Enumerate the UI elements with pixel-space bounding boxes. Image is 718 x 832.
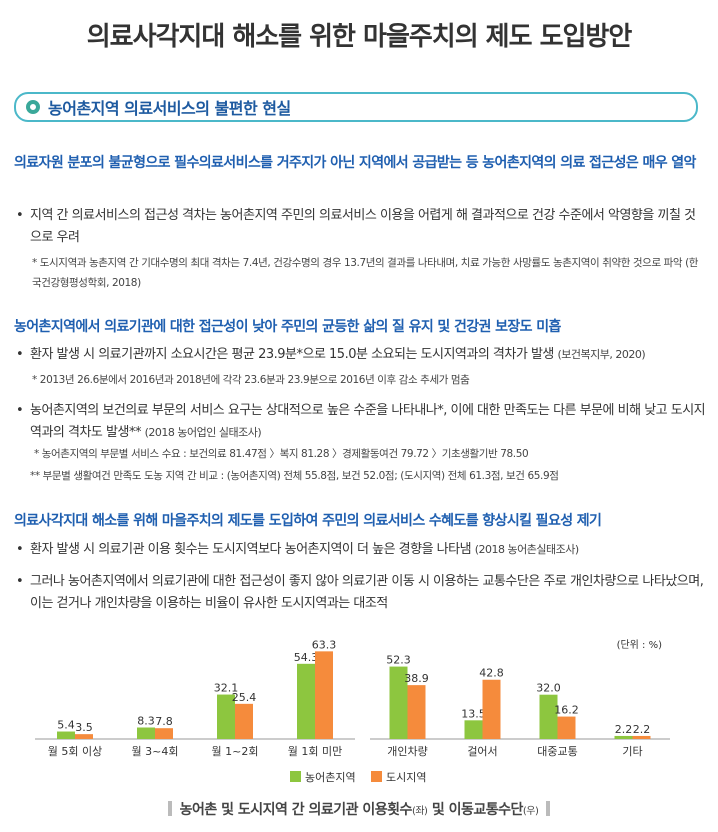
chart-transport-mode: 52.3 38.9 개인차량 13.5 42.8 걸어서 32.0 16.2 대중교통 2.2 2.…: [370, 654, 670, 758]
legend-label-urban: 도시지역: [386, 771, 426, 784]
bar-urban: [407, 685, 426, 739]
category-label: 월 1회 미만: [288, 745, 342, 758]
data-label: 25.4: [232, 691, 257, 704]
bullet-text: 그러나 농어촌지역에서 의료기관에 대한 접근성이 좋지 않아 의료기관 이동 …: [30, 574, 704, 611]
block-heading: 농어촌지역에서 의료기관에 대한 접근성이 낮아 주민의 균등한 삶의 질 유지…: [14, 319, 561, 335]
bullet-icon: •: [16, 347, 24, 362]
bar-rural: [614, 735, 633, 739]
bar-rural: [539, 694, 558, 739]
category-label: 기타: [622, 745, 642, 758]
bar-urban: [235, 703, 253, 739]
bar-urban: [557, 716, 576, 739]
data-label: 2.2: [615, 723, 633, 736]
caption-left-marker: (좌): [411, 806, 428, 817]
bullet-icon: •: [16, 574, 24, 589]
bullet-text: 농어촌지역의 보건의료 부문의 서비스 요구는 상대적으로 높은 수준을 나타내…: [30, 403, 706, 440]
footnote: * 도시지역과 농촌지역 간 기대수명의 최대 격차는 7.4년, 건강수명의 …: [32, 257, 699, 289]
bar-rural: [389, 666, 408, 739]
footnote: * 농어촌지역의 부문별 서비스 수요 : 보건의료 81.47점 〉복지 81…: [34, 448, 529, 460]
source-note: (2018 농어촌실태조사): [474, 543, 579, 556]
data-label: 54.3: [294, 651, 319, 664]
data-label: 16.2: [554, 704, 579, 717]
section-header: 농어촌지역 의료서비스의 불편한 현실: [14, 92, 698, 122]
figure-caption: 농어촌 및 도시지역 간 의료기관 이용횟수(좌) 및 이동교통수단(우): [0, 799, 718, 819]
source-note: (보건복지부, 2020): [557, 348, 646, 361]
bullet-text: 지역 간 의료서비스의 접근성 격차는 농어촌지역 주민의 의료서비스 이용을 …: [30, 208, 696, 245]
list-item: • 지역 간 의료서비스의 접근성 격차는 농어촌지역 주민의 의료서비스 이용…: [16, 205, 706, 249]
footnote: ** 부문별 생활여건 만족도 도농 지역 간 비교 : (농어촌지역) 전체 …: [30, 470, 559, 482]
bar-urban: [75, 734, 93, 739]
data-label: 32.0: [536, 682, 561, 695]
caption-mid: 및 이동교통수단: [427, 802, 524, 818]
block-heading: 의료사각지대 해소를 위해 마을주치의 제도를 도입하여 주민의 의료서비스 수…: [14, 513, 602, 529]
caption-bar-left: [167, 801, 172, 816]
list-item: • 그러나 농어촌지역에서 의료기관에 대한 접근성이 좋지 않아 의료기관 이…: [16, 571, 706, 615]
block-heading: 의료자원 분포의 불균형으로 필수의료서비스를 거주지가 아닌 지역에서 공급받…: [14, 155, 696, 171]
bullet-text: 환자 발생 시 의료기관 이용 횟수는 도시지역보다 농어촌지역이 더 높은 경…: [30, 542, 475, 557]
bullet-text: 환자 발생 시 의료기관까지 소요시간은 평균 23.9분*으로 15.0분 소…: [30, 347, 558, 362]
data-label: 32.1: [214, 682, 239, 695]
chart-legend: 농어촌지역 도시지역: [290, 771, 426, 784]
legend-swatch-urban: [371, 771, 382, 782]
chart-visit-frequency: 5.4 3.5 월 5회 이상 8.3 7.8 월 3~4회 32.125.4 월 1~2회 5…: [35, 638, 355, 758]
bar-rural: [217, 694, 235, 739]
category-label: 걸어서: [467, 745, 497, 758]
caption-main: 농어촌 및 도시지역 간 의료기관 이용횟수: [179, 802, 413, 818]
category-label: 월 1~2회: [212, 745, 259, 758]
data-label: 7.8: [155, 715, 173, 728]
data-label: 42.8: [479, 667, 504, 680]
caption-right-marker: (우): [522, 806, 539, 817]
bar-urban: [482, 679, 501, 739]
bullet-icon: •: [16, 208, 24, 223]
bar-rural: [137, 727, 155, 739]
bar-urban: [155, 728, 173, 739]
circle-bullet-icon: [26, 100, 40, 114]
list-item: • 환자 발생 시 의료기관까지 소요시간은 평균 23.9분*으로 15.0분…: [16, 344, 706, 366]
bar-urban: [315, 651, 333, 739]
category-label: 대중교통: [537, 745, 577, 758]
bullet-icon: •: [16, 542, 24, 557]
list-item: • 농어촌지역의 보건의료 부문의 서비스 요구는 상대적으로 높은 수준을 나…: [16, 400, 706, 444]
bar-rural: [464, 720, 483, 739]
footnote: * 2013년 26.6분에서 2016년과 2018년에 각각 23.6분과 …: [32, 374, 470, 386]
source-note: (2018 농어업인 실태조사): [144, 426, 262, 439]
category-label: 개인차량: [387, 745, 427, 758]
section-title: 농어촌지역 의료서비스의 불편한 현실: [48, 99, 291, 118]
legend-label-rural: 농어촌지역: [305, 771, 356, 784]
data-label: 63.3: [312, 638, 337, 651]
data-label: 2.2: [633, 723, 651, 736]
list-item: • 환자 발생 시 의료기관 이용 횟수는 도시지역보다 농어촌지역이 더 높은…: [16, 539, 706, 561]
data-label: 13.5: [461, 707, 486, 720]
bullet-icon: •: [16, 403, 24, 418]
legend-swatch-rural: [290, 771, 301, 782]
data-label: 5.4: [57, 719, 75, 732]
unit-label: (단위 : %): [617, 638, 663, 651]
category-label: 월 5회 이상: [48, 745, 102, 758]
bar-rural: [57, 731, 75, 739]
charts-area: (단위 : %) 5.4 3.5 월 5회 이상 8.3 7.8 월 3~4회 32.125…: [35, 638, 670, 784]
caption-bar-right: [546, 801, 551, 816]
data-label: 8.3: [137, 715, 155, 728]
page-title: 의료사각지대 해소를 위한 마을주치의 제도 도입방안: [86, 22, 633, 52]
bar-urban: [632, 735, 651, 739]
data-label: 52.3: [386, 654, 411, 667]
bar-rural: [297, 663, 315, 739]
data-label: 3.5: [75, 721, 93, 734]
data-label: 38.9: [404, 672, 429, 685]
category-label: 월 3~4회: [132, 745, 179, 758]
